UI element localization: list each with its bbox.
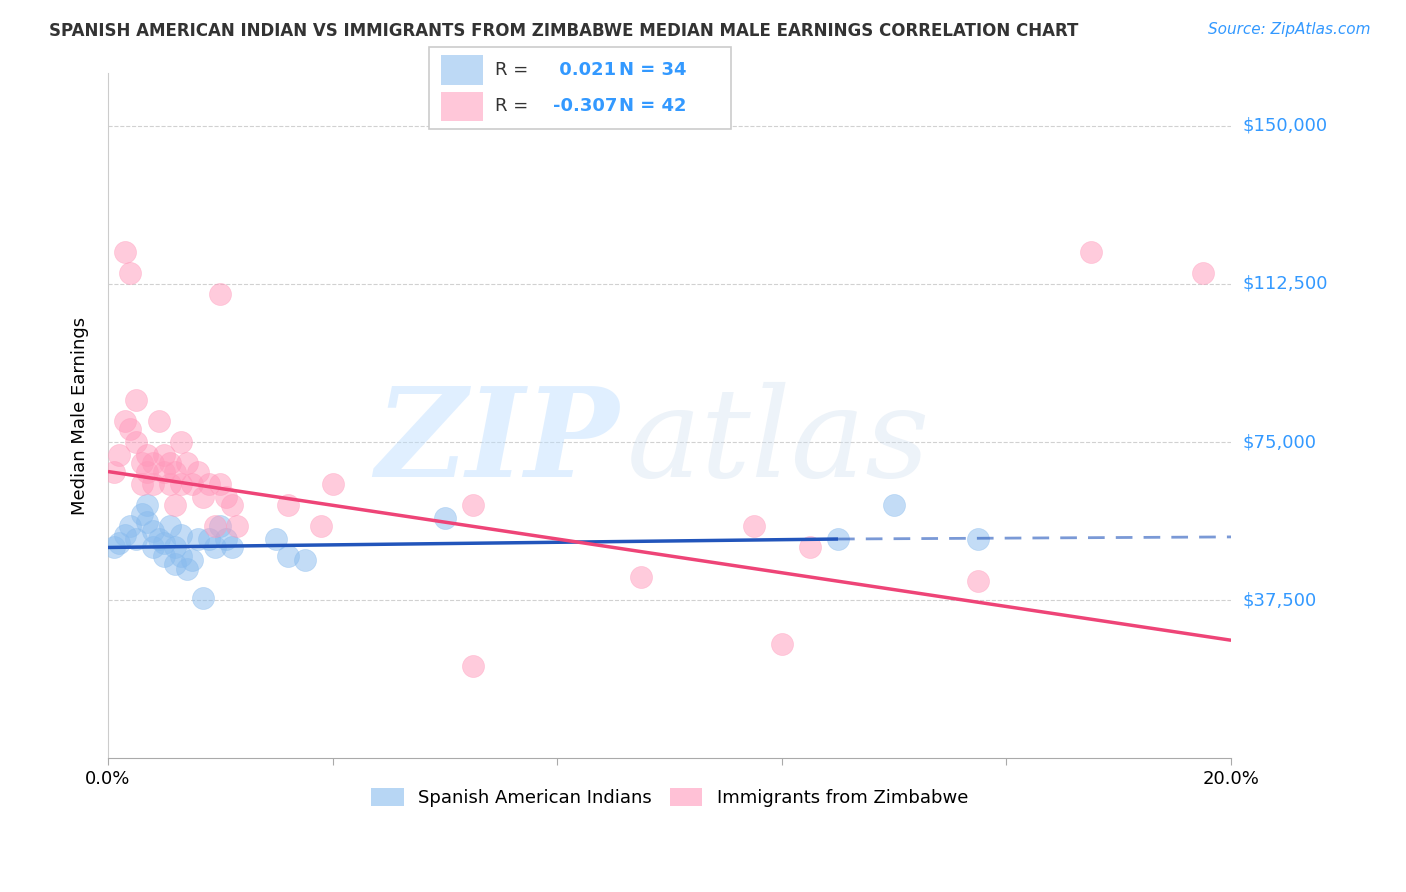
Point <box>770 637 793 651</box>
Point <box>142 524 165 538</box>
Point <box>277 549 299 563</box>
Point <box>209 519 232 533</box>
Point <box>159 519 181 533</box>
Point <box>136 448 159 462</box>
Text: R =: R = <box>495 97 529 115</box>
Point <box>148 414 170 428</box>
Point <box>165 541 187 555</box>
Point <box>198 532 221 546</box>
Point <box>226 519 249 533</box>
Point <box>153 536 176 550</box>
Point <box>799 541 821 555</box>
Point <box>125 392 148 407</box>
Point <box>165 498 187 512</box>
Text: Source: ZipAtlas.com: Source: ZipAtlas.com <box>1208 22 1371 37</box>
Point <box>967 574 990 589</box>
Text: $75,000: $75,000 <box>1243 433 1316 451</box>
Point <box>461 658 484 673</box>
FancyBboxPatch shape <box>441 92 484 121</box>
Point <box>209 477 232 491</box>
Point <box>131 456 153 470</box>
Point <box>159 456 181 470</box>
Point <box>204 519 226 533</box>
Point <box>120 422 142 436</box>
Point <box>311 519 333 533</box>
Point <box>221 541 243 555</box>
Point <box>165 558 187 572</box>
Text: N = 34: N = 34 <box>619 62 686 79</box>
Point <box>142 477 165 491</box>
Point <box>1192 266 1215 280</box>
Point <box>120 519 142 533</box>
Text: N = 42: N = 42 <box>619 97 686 115</box>
Point <box>461 498 484 512</box>
Point <box>630 570 652 584</box>
Point <box>114 414 136 428</box>
Legend: Spanish American Indians, Immigrants from Zimbabwe: Spanish American Indians, Immigrants fro… <box>364 780 976 814</box>
Point <box>148 532 170 546</box>
Point <box>277 498 299 512</box>
Point <box>153 448 176 462</box>
Point <box>136 465 159 479</box>
Point <box>170 528 193 542</box>
Point <box>176 561 198 575</box>
Point <box>193 490 215 504</box>
Text: R =: R = <box>495 62 529 79</box>
Point <box>266 532 288 546</box>
Point <box>193 591 215 605</box>
Point <box>125 435 148 450</box>
Point <box>136 515 159 529</box>
Y-axis label: Median Male Earnings: Median Male Earnings <box>72 317 89 515</box>
Point <box>114 245 136 260</box>
Point <box>176 456 198 470</box>
Text: SPANISH AMERICAN INDIAN VS IMMIGRANTS FROM ZIMBABWE MEDIAN MALE EARNINGS CORRELA: SPANISH AMERICAN INDIAN VS IMMIGRANTS FR… <box>49 22 1078 40</box>
Point <box>170 549 193 563</box>
Text: ZIP: ZIP <box>375 383 619 504</box>
Point <box>103 465 125 479</box>
Point <box>181 553 204 567</box>
Point <box>125 532 148 546</box>
FancyBboxPatch shape <box>429 47 731 129</box>
Point <box>1080 245 1102 260</box>
Point <box>142 456 165 470</box>
Point <box>181 477 204 491</box>
Point <box>204 541 226 555</box>
Point <box>165 465 187 479</box>
Point <box>170 435 193 450</box>
Point <box>187 465 209 479</box>
Point <box>153 465 176 479</box>
Point <box>142 541 165 555</box>
Point <box>103 541 125 555</box>
Point <box>187 532 209 546</box>
Text: $37,500: $37,500 <box>1243 591 1316 609</box>
Text: $150,000: $150,000 <box>1243 117 1327 135</box>
Point <box>198 477 221 491</box>
Point <box>108 536 131 550</box>
Text: $112,500: $112,500 <box>1243 275 1327 293</box>
Point <box>120 266 142 280</box>
Point <box>159 477 181 491</box>
Point <box>215 490 238 504</box>
Point <box>433 511 456 525</box>
Text: -0.307: -0.307 <box>553 97 617 115</box>
Point <box>742 519 765 533</box>
Point <box>153 549 176 563</box>
Point <box>131 507 153 521</box>
Text: 0.021: 0.021 <box>553 62 616 79</box>
Point <box>221 498 243 512</box>
Point <box>967 532 990 546</box>
Point <box>322 477 344 491</box>
Text: atlas: atlas <box>627 383 931 504</box>
Point <box>170 477 193 491</box>
Point <box>136 498 159 512</box>
Point <box>108 448 131 462</box>
Point <box>209 287 232 301</box>
Point <box>883 498 905 512</box>
Point <box>827 532 849 546</box>
FancyBboxPatch shape <box>441 55 484 85</box>
Point <box>114 528 136 542</box>
Point <box>294 553 316 567</box>
Point <box>215 532 238 546</box>
Point <box>131 477 153 491</box>
